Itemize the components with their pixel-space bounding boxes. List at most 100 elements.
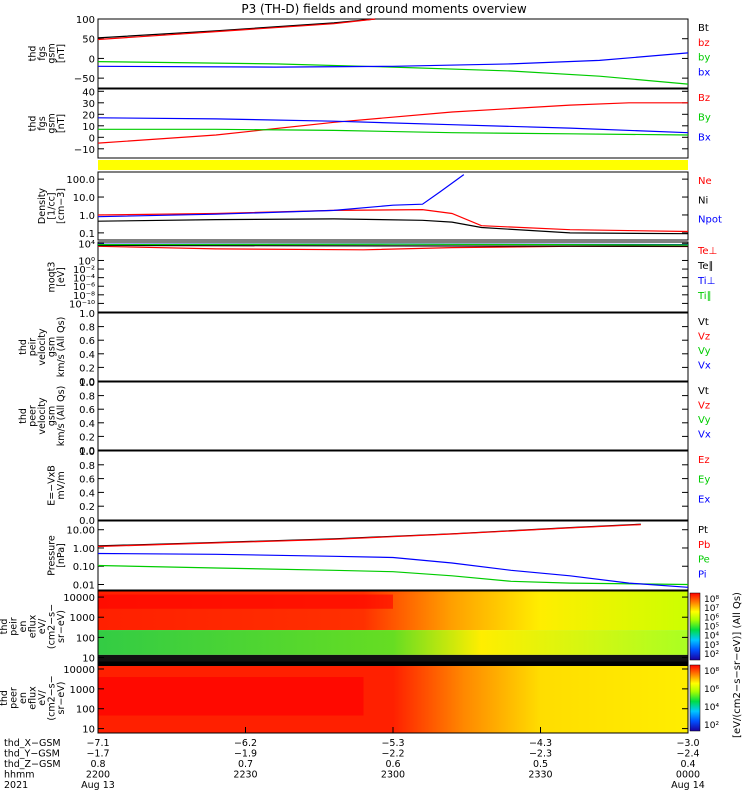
- y-axis-label: thd: [28, 46, 39, 62]
- y-tick-label: 0.4: [79, 419, 95, 430]
- colorbar-label: [eV/(cm2−s−sr−eV)] (All Qs): [732, 592, 743, 738]
- spectrogram-top-edge: [98, 663, 688, 666]
- spectrogram-mid: [98, 630, 688, 655]
- panel-6: 1.0 0.8 0.6 0.4 0.2 0.0 thdpeervelocitygsmkm/s…: [18, 378, 711, 457]
- spectrogram-low: [98, 654, 688, 662]
- legend-by: by: [698, 53, 710, 64]
- y-axis-label: thd: [28, 116, 39, 132]
- y-tick-label: 10: [82, 654, 95, 665]
- y-tick-label: 30: [82, 99, 95, 110]
- series-Ti∥: [97, 243, 689, 246]
- y-tick-label: 0.0: [79, 446, 95, 457]
- y-tick-label: 0.4: [79, 350, 95, 361]
- y-axis-label: thd: [0, 690, 10, 706]
- series-bx: [97, 52, 689, 68]
- y-tick-label: −50: [74, 74, 95, 85]
- colorbar: [689, 592, 701, 661]
- legend-Vx: Vx: [698, 430, 711, 441]
- panel-frame: [97, 381, 689, 451]
- colorbar-tick: 10⁶: [704, 685, 719, 695]
- y-tick-label: 0.1: [79, 229, 95, 240]
- y-tick-label: 0.2: [79, 502, 95, 513]
- y-tick-label: 0.6: [79, 405, 95, 416]
- y-axis-label: km/s (All Qs): [56, 317, 67, 378]
- y-axis-label: fgs: [37, 116, 48, 130]
- x-tick-label: 2230: [233, 770, 257, 781]
- y-tick-label: 0: [89, 133, 95, 144]
- colorbar-tick: 10⁴: [704, 632, 719, 642]
- y-axis-label: gsm: [47, 337, 58, 357]
- y-axis-label: mV/m: [56, 471, 67, 499]
- y-tick-label: 0.2: [79, 363, 95, 374]
- legend-Ne: Ne: [698, 176, 712, 187]
- legend-Ez: Ez: [698, 455, 710, 466]
- y-axis-label: Density: [37, 188, 48, 224]
- y-axis-label: moqt3: [47, 262, 58, 293]
- spectrogram-peak: [98, 594, 393, 609]
- legend-Ni: Ni: [698, 195, 708, 206]
- y-axis-label: peer: [9, 687, 20, 709]
- x-tick-label: −7.1: [86, 738, 109, 749]
- x-tick-label: −1.7: [86, 749, 109, 760]
- panel-frame: [97, 88, 689, 159]
- y-axis-label: sr−eV): [56, 610, 67, 643]
- series-bz: [97, 18, 376, 41]
- panel-frame: [97, 171, 689, 241]
- y-axis-label: thd: [18, 339, 29, 355]
- panel-frame: [97, 312, 689, 382]
- y-tick-label: 10: [82, 122, 95, 133]
- legend-Ex: Ex: [698, 494, 710, 505]
- y-tick-label: 0.0: [79, 377, 95, 388]
- y-tick-label: 10000: [63, 665, 95, 676]
- y-tick-label: 0.2: [79, 432, 95, 443]
- y-axis-label: en: [18, 621, 29, 633]
- y-axis-label: velocity: [37, 328, 48, 366]
- y-tick-label: 10000: [63, 593, 95, 604]
- panel-frame: [97, 18, 689, 89]
- panel-3: 100.0 10.0 1.0 0.1 Density[1/cc][cm−3] Ne Ni Np…: [37, 171, 722, 241]
- legend-Vz: Vz: [698, 401, 710, 412]
- y-tick-label: 10⁻⁶: [73, 282, 95, 293]
- y-axis-label: thd: [0, 619, 10, 635]
- y-axis-label: [eV]: [56, 267, 67, 287]
- y-tick-label: 1.0: [79, 309, 95, 320]
- series-Bt: [97, 18, 376, 39]
- y-axis-label: peer: [28, 405, 39, 427]
- x-tick-label: 0.6: [385, 759, 400, 770]
- y-tick-label: 40: [82, 87, 95, 98]
- colorbar-tick: 10⁵: [704, 623, 719, 633]
- y-tick-label: 0.8: [79, 461, 95, 472]
- y-tick-label: 10.0: [73, 193, 95, 204]
- series-Te∥: [97, 244, 689, 247]
- y-axis-label: eflux: [28, 686, 39, 710]
- colorbar-tick: 10³: [704, 641, 719, 651]
- legend-bx: bx: [698, 67, 710, 78]
- y-tick-label: 10⁻²: [73, 265, 95, 276]
- series-Pb: [97, 524, 641, 548]
- y-tick-label: 50: [82, 35, 95, 46]
- y-axis-label: [nPa]: [56, 543, 67, 568]
- y-tick-label: 1000: [70, 613, 95, 624]
- x-tick-label: Aug 14: [671, 780, 705, 791]
- y-tick-label: 1.0: [79, 378, 95, 389]
- y-axis-label: [1/cc]: [47, 192, 58, 219]
- chart-title: P3 (TH-D) fields and ground moments over…: [241, 2, 526, 16]
- y-axis-label: peir: [9, 617, 20, 636]
- y-tick-label: 0: [89, 54, 95, 65]
- y-tick-label: 10: [82, 725, 95, 736]
- colorbar-tick: 10⁷: [704, 604, 719, 614]
- colorbar-tick: 10⁸: [704, 595, 719, 605]
- panel-10: 10⁸ 10⁶ 10⁴ 10² 10000 1000 100 10 thdpeereneflux…: [0, 662, 719, 736]
- y-axis-label: fgs: [37, 46, 48, 60]
- panel-frame: [97, 590, 689, 663]
- y-axis-label: [nT]: [56, 44, 67, 63]
- y-axis-label: peir: [28, 338, 39, 357]
- x-row-label: thd_X−GSM: [4, 738, 61, 749]
- legend-bz: bz: [698, 38, 710, 49]
- y-tick-label: 10⁰: [78, 256, 95, 267]
- series-Npot: [97, 174, 465, 218]
- y-tick-label: 1.0: [79, 447, 95, 458]
- legend-Vy: Vy: [698, 415, 711, 426]
